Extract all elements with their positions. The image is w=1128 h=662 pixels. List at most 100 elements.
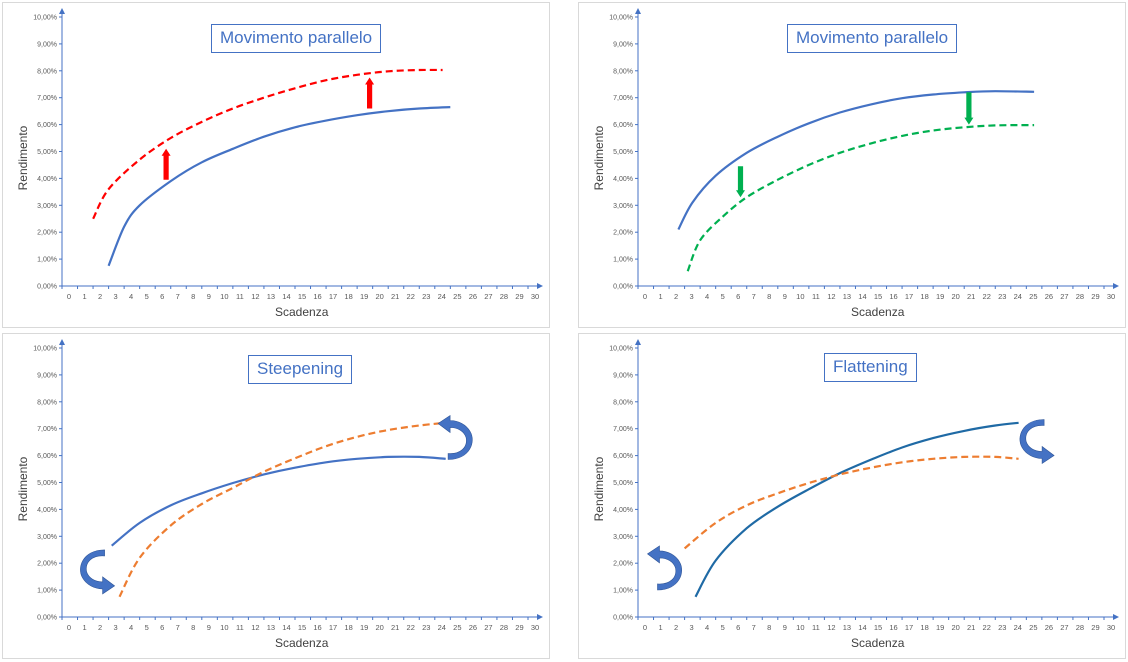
x-tick-label: 27 (1060, 623, 1068, 632)
x-tick-label: 14 (858, 623, 866, 632)
chart-title: Movimento parallelo (787, 24, 958, 53)
x-tick-label: 18 (920, 292, 928, 301)
x-tick-label: 15 (874, 292, 882, 301)
x-tick-label: 6 (736, 292, 740, 301)
x-tick-label: 15 (298, 623, 306, 632)
curved-arrow-down-icon (1019, 419, 1055, 465)
x-tick-label: 3 (114, 623, 118, 632)
x-tick-label: 25 (453, 292, 461, 301)
chart-title: Flattening (824, 353, 917, 382)
x-tick-label: 22 (407, 292, 415, 301)
x-tick-label: 14 (282, 292, 290, 301)
x-tick-label: 6 (160, 292, 164, 301)
x-tick-label: 23 (998, 623, 1006, 632)
y-axis-arrowhead (59, 339, 65, 345)
x-tick-label: 8 (767, 292, 771, 301)
x-tick-label: 11 (812, 292, 820, 301)
x-tick-label: 2 (98, 623, 102, 632)
solid-yield-curve (107, 106, 451, 267)
chart-plot: 0 1 2 3 4 5 6 7 8 9 10 11 12 13 14 15 16 17 18 19 20 21 22 23 24… (609, 339, 1119, 632)
x-tick-label: 3 (690, 292, 694, 301)
x-tick-label: 14 (858, 292, 866, 301)
y-tick-label: 7,00% (37, 95, 57, 102)
x-tick-label: 3 (690, 623, 694, 632)
chart-title: Movimento parallelo (211, 24, 382, 53)
curved-arrow-up-icon (646, 545, 682, 591)
x-tick-label: 17 (905, 292, 913, 301)
y-tick-label: 9,00% (613, 41, 633, 48)
x-tick-label: 29 (1091, 623, 1099, 632)
x-tick-label: 5 (721, 623, 725, 632)
curved-arrow-up-icon (437, 414, 473, 460)
x-tick-label: 17 (905, 623, 913, 632)
x-tick-label: 6 (160, 623, 164, 632)
y-tick-label: 9,00% (613, 372, 633, 379)
x-tick-label: 8 (191, 292, 195, 301)
y-tick-label: 0,00% (613, 284, 633, 291)
y-tick-label: 6,00% (613, 453, 633, 460)
y-axis-title: Rendimento (592, 456, 606, 522)
y-tick-label: 6,00% (37, 453, 57, 460)
x-tick-label: 13 (843, 623, 851, 632)
x-tick-label: 27 (484, 623, 492, 632)
x-tick-label: 19 (936, 292, 944, 301)
y-tick-label: 8,00% (37, 68, 57, 75)
dashed-yield-curve (683, 455, 1019, 550)
x-axis-title: Scadenza (851, 305, 905, 319)
x-tick-label: 11 (236, 623, 244, 632)
chart-panel-parallel-up: 0 1 2 3 4 5 6 7 8 9 10 11 12 13 14 15 16 17 18 19 20 21 22 23 24… (2, 2, 550, 328)
x-tick-label: 4 (705, 623, 709, 632)
x-tick-label: 1 (658, 623, 662, 632)
x-tick-label: 23 (998, 292, 1006, 301)
y-axis-arrowhead (59, 8, 65, 14)
chart-plot: 0 1 2 3 4 5 6 7 8 9 10 11 12 13 14 15 16 17 18 19 20 21 22 23 24… (609, 8, 1119, 301)
y-tick-label: 1,00% (613, 588, 633, 595)
x-tick-label: 15 (298, 292, 306, 301)
x-tick-label: 13 (843, 292, 851, 301)
x-tick-label: 17 (329, 623, 337, 632)
x-tick-label: 17 (329, 292, 337, 301)
x-tick-label: 25 (453, 623, 461, 632)
x-tick-label: 26 (1045, 292, 1053, 301)
y-tick-label: 1,00% (37, 257, 57, 264)
y-tick-label: 1,00% (613, 257, 633, 264)
x-tick-label: 29 (1091, 292, 1099, 301)
x-tick-label: 7 (176, 292, 180, 301)
x-tick-label: 30 (531, 623, 539, 632)
solid-yield-curve (677, 90, 1035, 231)
y-tick-label: 3,00% (613, 534, 633, 541)
y-axis-title: Rendimento (592, 125, 606, 191)
x-tick-label: 7 (176, 623, 180, 632)
y-tick-label: 5,00% (37, 149, 57, 156)
x-tick-label: 20 (951, 292, 959, 301)
y-tick-label: 2,00% (37, 230, 57, 237)
x-tick-label: 14 (282, 623, 290, 632)
arrow-down-icon (736, 166, 745, 198)
x-tick-label: 10 (796, 623, 804, 632)
x-tick-label: 20 (375, 292, 383, 301)
x-tick-label: 9 (207, 292, 211, 301)
x-tick-label: 16 (313, 292, 321, 301)
curved-arrow-down-icon (80, 549, 116, 595)
x-tick-label: 2 (674, 623, 678, 632)
y-tick-label: 8,00% (37, 399, 57, 406)
chart-plot: 0 1 2 3 4 5 6 7 8 9 10 11 12 13 14 15 16 17 18 19 20 21 22 23 24… (33, 8, 543, 301)
x-tick-label: 0 (643, 623, 647, 632)
chart-plot: 0 1 2 3 4 5 6 7 8 9 10 11 12 13 14 15 16 17 18 19 20 21 22 23 24… (33, 339, 543, 632)
y-tick-label: 7,00% (613, 426, 633, 433)
x-tick-label: 1 (82, 623, 86, 632)
y-tick-label: 4,00% (613, 507, 633, 514)
y-tick-label: 8,00% (613, 399, 633, 406)
x-tick-label: 9 (783, 623, 787, 632)
x-tick-label: 9 (207, 623, 211, 632)
curved-arrow-shape (437, 414, 473, 460)
x-tick-label: 18 (344, 292, 352, 301)
y-tick-label: 3,00% (37, 203, 57, 210)
x-tick-label: 2 (98, 292, 102, 301)
y-tick-label: 7,00% (37, 426, 57, 433)
y-tick-label: 7,00% (613, 95, 633, 102)
y-axis-title: Rendimento (16, 125, 30, 191)
x-tick-label: 11 (812, 623, 820, 632)
x-axis-arrowhead (537, 614, 543, 620)
x-tick-label: 20 (375, 623, 383, 632)
